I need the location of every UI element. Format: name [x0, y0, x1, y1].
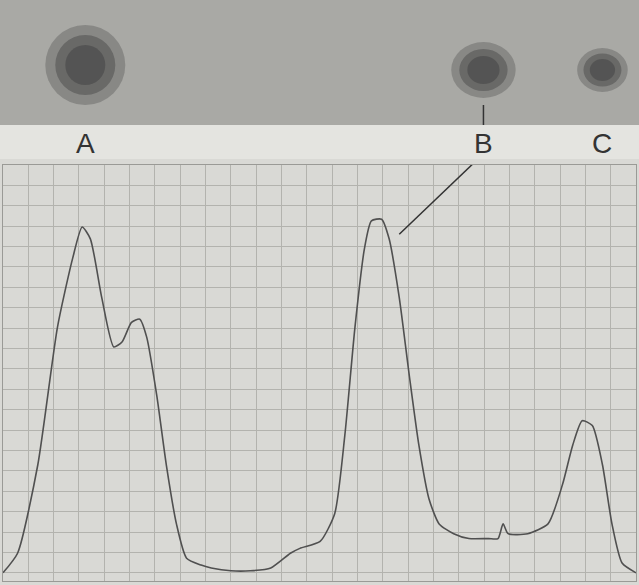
svg-text:C: C [592, 128, 612, 159]
svg-text:B: B [474, 128, 493, 159]
svg-text:A: A [76, 128, 95, 159]
